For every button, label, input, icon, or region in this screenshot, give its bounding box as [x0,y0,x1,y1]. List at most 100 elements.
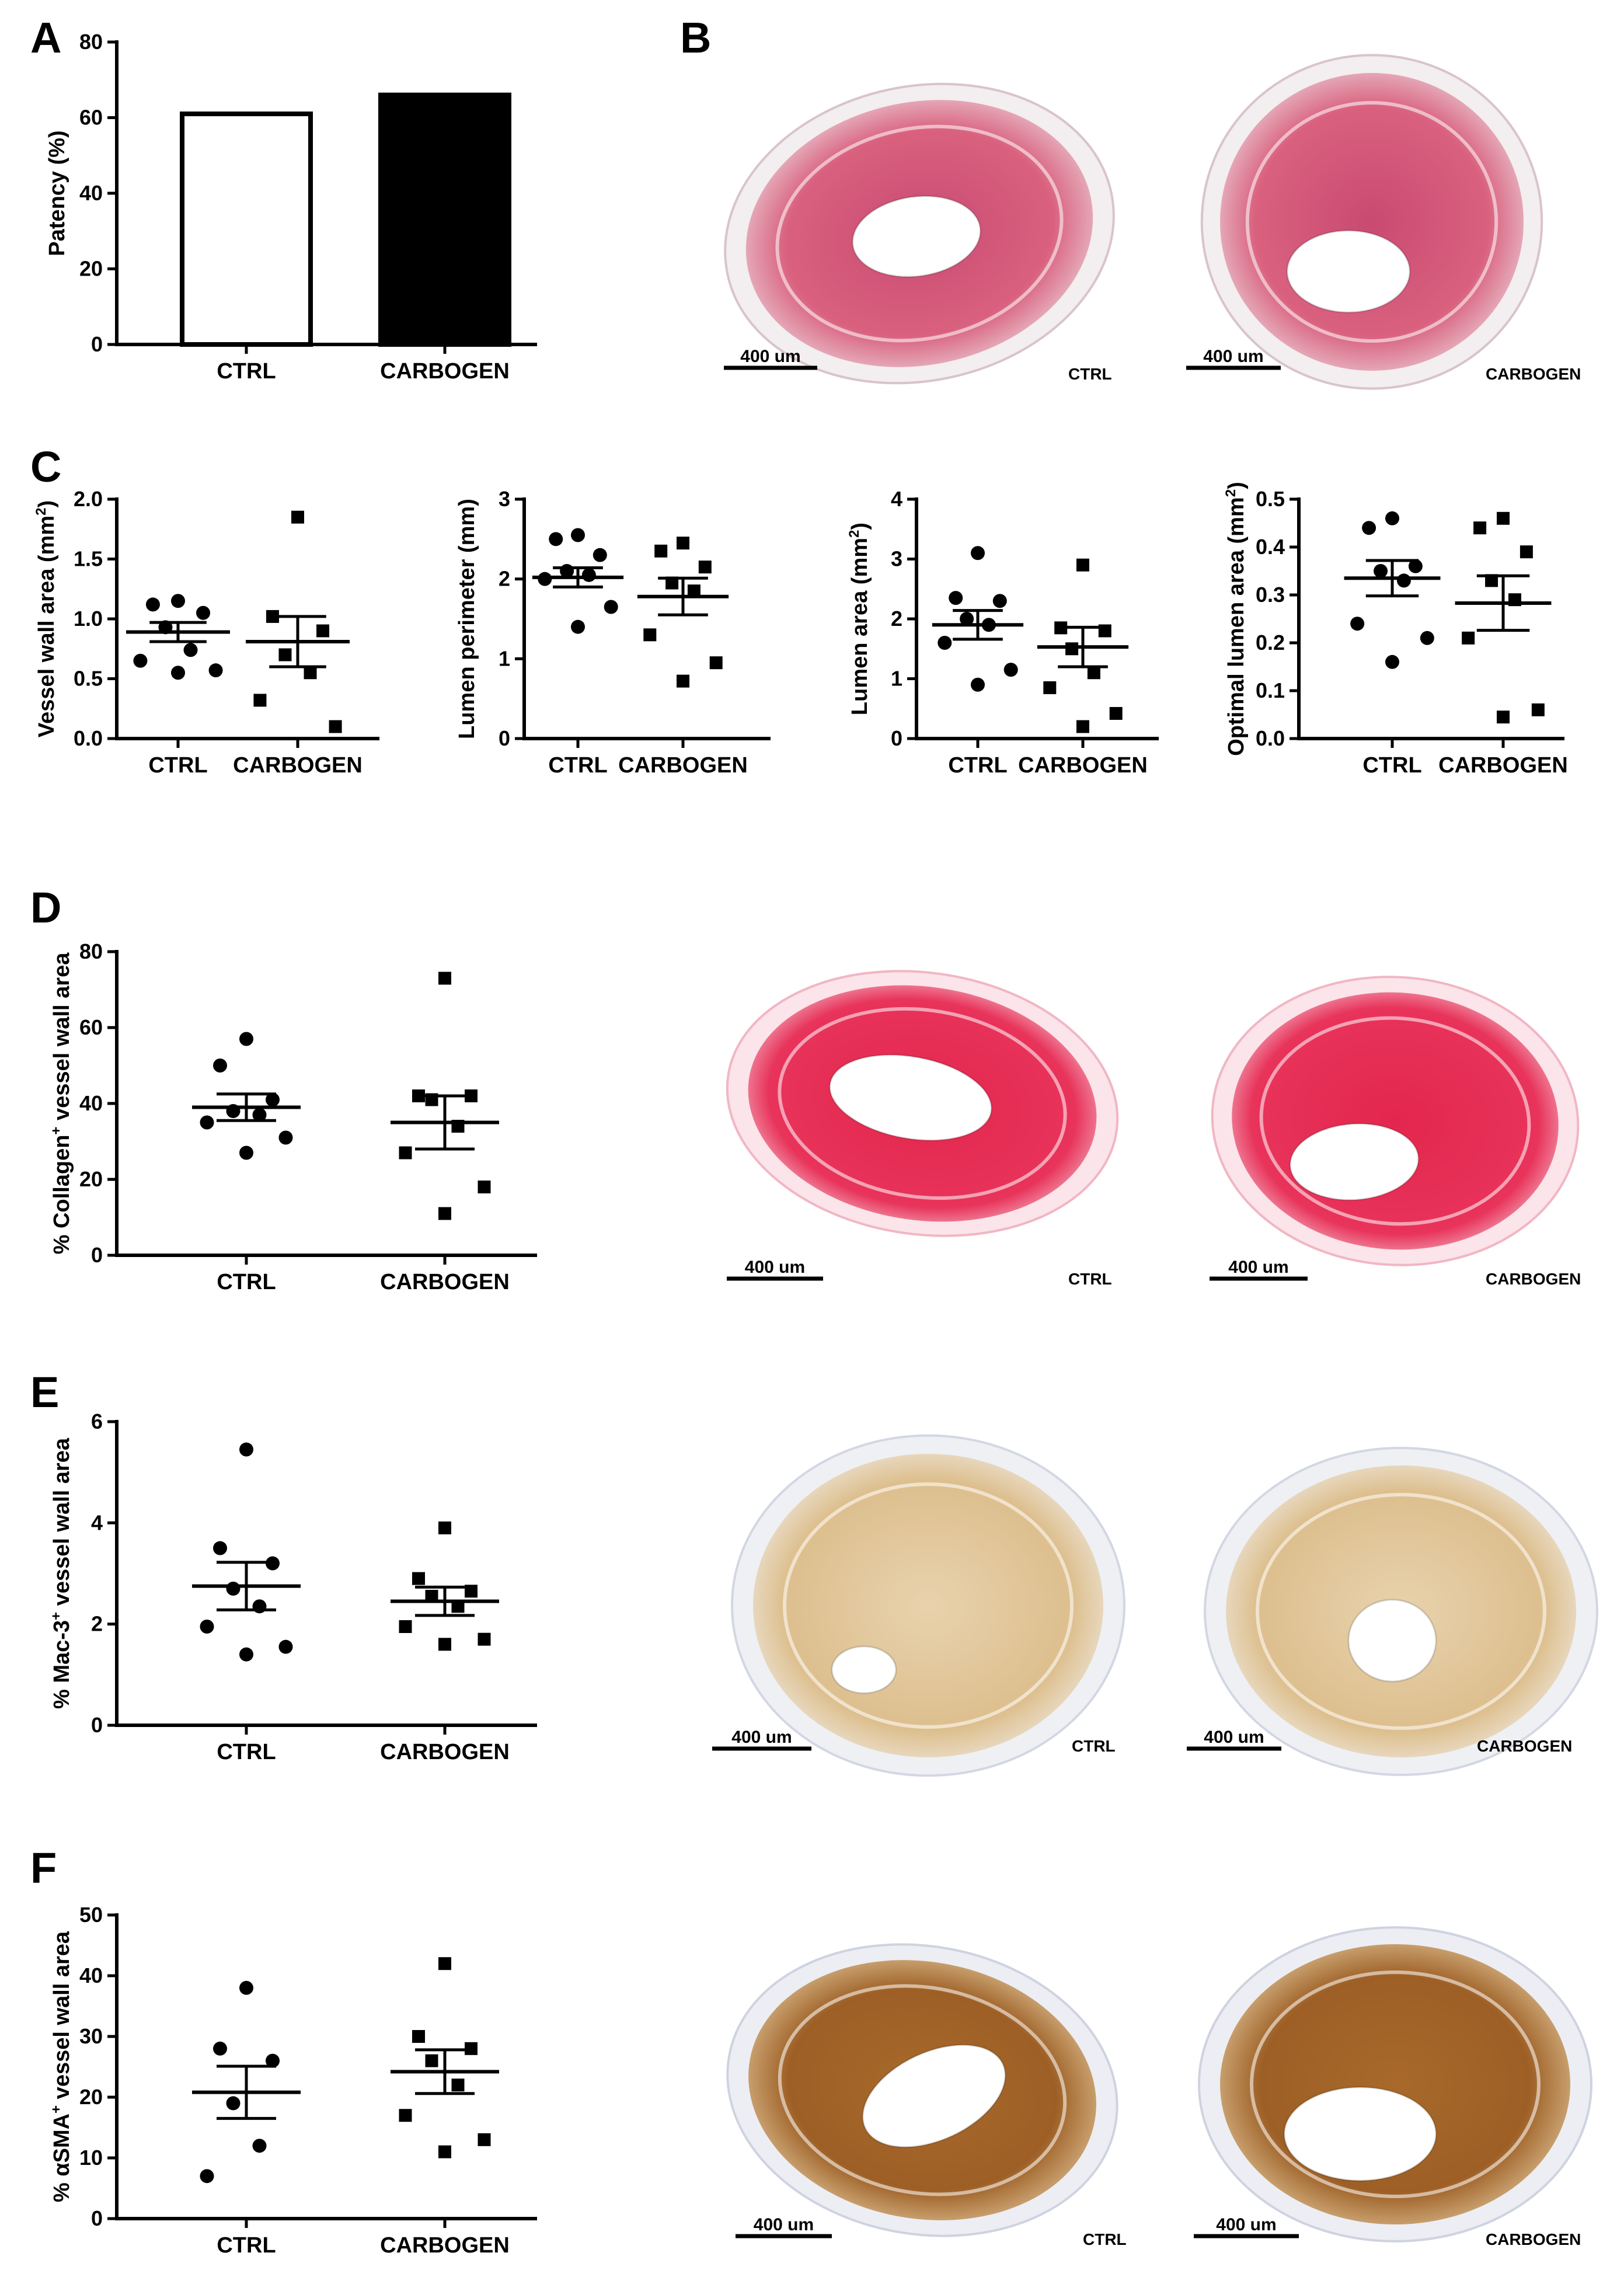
x-category-label: CARBOGEN [380,1740,510,1764]
data-point-carbogen [465,1089,478,1102]
y-axis-title: Patency (%) [45,130,69,256]
histology-image-f-carbogen: 400 um CARBOGEN [1194,1926,1592,2248]
vessel-lumen [852,195,981,278]
data-point-carbogen [1054,621,1068,635]
data-point-carbogen [1473,521,1487,535]
vessel-layer-boundary [1256,1493,1546,1730]
data-point-ctrl [981,618,996,632]
y-tick-label: 0.3 [1256,583,1285,607]
y-tick-label: 2 [499,567,510,591]
vessel-lumen [829,1054,992,1141]
y-axis-title: Lumen perimeter (mm) [455,499,479,739]
y-tick-label: 0 [91,332,103,356]
data-point-ctrl [278,1130,293,1145]
data-point-ctrl [213,1059,227,1073]
data-point-carbogen [1497,711,1510,724]
vessel-wall [1220,1944,1570,2224]
chart-c-optimal-lumen-area: 0.0 0.1 0.2 0.3 0.4 0.5 CTRL CARBOGEN Optimal lu… [1223,482,1568,778]
scale-bar-label: 400 um [754,2215,814,2234]
y-tick-label: 0.4 [1256,535,1285,559]
panel-letter-c: C [30,443,61,491]
vessel-lumen [1347,1599,1437,1683]
data-point-ctrl [1362,521,1376,535]
data-point-carbogen [1497,511,1510,525]
data-point-carbogen [677,674,689,688]
data-point-carbogen [438,1957,451,1970]
y-tick-label: 0 [891,726,902,750]
y-tick-label: 20 [79,1167,103,1191]
data-point-ctrl [593,548,607,562]
data-point-carbogen [451,1600,465,1613]
vessel-layer-boundary [775,124,1064,343]
data-point-carbogen [1098,624,1111,638]
data-point-ctrl [200,1115,214,1130]
image-group-label: CARBOGEN [1486,1270,1581,1288]
data-point-ctrl [1396,573,1411,588]
data-point-carbogen [1065,642,1079,656]
y-tick-label: 0.1 [1256,678,1285,702]
vessel-lumen [831,1645,897,1694]
y-tick-label: 20 [79,2085,103,2109]
y-axis-title: % αSMA+ vessel wall area [48,1931,74,2202]
y-tick-label: 4 [91,1510,103,1534]
histology-image-e-ctrl: 400 um CTRL [712,1434,1125,1777]
data-point-carbogen [316,624,330,638]
panel-letter-a: A [30,13,61,62]
chart-d-collagen: 0 20 40 60 80 CTRL CARBOGEN % Collagen+ vessel … [48,939,537,1294]
y-tick-label: 1.5 [74,547,103,571]
data-point-carbogen [425,2054,438,2067]
data-point-carbogen [1520,545,1533,559]
data-point-ctrl [1420,631,1434,645]
data-point-carbogen [643,628,657,642]
data-point-carbogen [698,560,712,574]
data-point-carbogen [438,1522,451,1534]
y-axis-title: Lumen area (mm2) [846,523,872,715]
data-point-carbogen [438,1207,451,1220]
data-point-ctrl [992,594,1007,608]
vessel-lumen [1286,229,1411,314]
data-point-ctrl [549,532,563,546]
image-group-label: CARBOGEN [1477,1737,1572,1755]
data-point-carbogen [1109,706,1123,720]
x-category-label: CTRL [217,1270,276,1294]
data-point-ctrl [938,636,952,650]
data-point-ctrl [226,1104,241,1118]
y-tick-label: 10 [79,2146,103,2170]
data-point-ctrl [266,1556,280,1571]
y-tick-label: 2 [91,1612,103,1636]
x-category-label: CARBOGEN [618,753,748,778]
image-group-label: CTRL [1072,1737,1116,1755]
data-point-carbogen [412,2030,425,2043]
data-point-ctrl [571,619,585,634]
data-point-ctrl [196,605,211,620]
data-point-ctrl [560,564,574,578]
data-point-carbogen [478,1632,491,1646]
panel-letter-b: B [680,13,711,62]
data-point-carbogen [1531,703,1545,716]
y-tick-label: 0 [91,2206,103,2230]
data-point-ctrl [266,2053,280,2068]
data-point-carbogen [654,544,668,558]
data-point-carbogen [709,656,723,670]
data-point-ctrl [239,1442,253,1457]
data-point-ctrl [1003,663,1018,677]
y-tick-label: 0 [91,1713,103,1737]
data-point-carbogen [478,1181,491,1193]
data-point-ctrl [239,1980,253,1995]
data-point-ctrl [158,620,173,635]
scale-bar-label: 400 um [731,1728,792,1747]
y-tick-label: 3 [891,547,902,571]
bar-ctrl [180,112,313,347]
data-point-ctrl [252,2139,267,2153]
image-group-label: CARBOGEN [1486,365,1581,383]
histology-image-e-carbogen: 400 um CARBOGEN [1187,1447,1598,1776]
data-point-ctrl [971,546,985,560]
data-point-ctrl [133,653,148,668]
y-axis-title: % Mac-3+ vessel wall area [48,1437,74,1709]
data-point-carbogen [266,610,279,623]
data-point-carbogen [278,648,292,661]
data-point-carbogen [438,972,451,985]
x-category-label: CARBOGEN [380,2233,510,2258]
vessel-layer-boundary [783,1482,1074,1729]
data-point-ctrl [200,1620,214,1634]
